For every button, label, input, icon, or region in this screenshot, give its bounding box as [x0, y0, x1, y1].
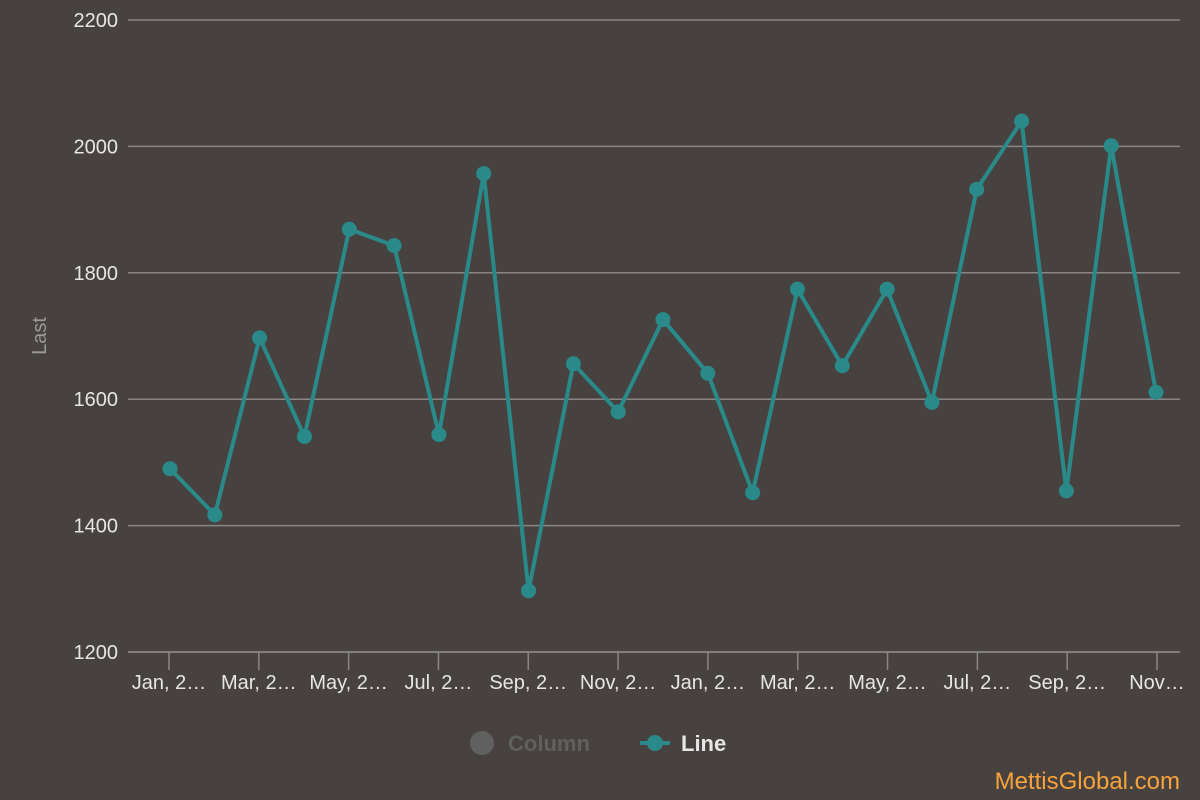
data-point[interactable]	[1014, 113, 1030, 129]
x-tick-label: Jan, 2…	[132, 672, 206, 694]
y-tick-label: 1800	[74, 263, 119, 285]
x-tick-label: Nov…	[1129, 672, 1185, 694]
legend: Column Line	[470, 731, 726, 756]
legend-line-label: Line	[681, 731, 726, 756]
x-tick-label: Jan, 2…	[671, 672, 745, 694]
x-tick-label: Mar, 2…	[221, 672, 297, 694]
data-point[interactable]	[476, 166, 492, 182]
y-axis: 1200 1400 1600 1800 2000 2200	[74, 10, 119, 664]
y-tick-label: 1200	[74, 642, 119, 664]
legend-column-marker	[470, 731, 494, 755]
data-point[interactable]	[1058, 483, 1074, 499]
y-tick-label: 2200	[74, 10, 119, 32]
x-tick-label: Jul, 2…	[405, 672, 473, 694]
data-point[interactable]	[834, 358, 850, 374]
x-tick-label: Nov, 2…	[580, 672, 656, 694]
data-point[interactable]	[207, 507, 223, 523]
series-layer	[162, 113, 1164, 599]
data-point[interactable]	[700, 365, 716, 381]
data-point[interactable]	[296, 428, 312, 444]
y-axis-title: Last	[29, 317, 51, 355]
data-point[interactable]	[431, 427, 447, 443]
data-point[interactable]	[789, 281, 805, 297]
credit-link[interactable]: MettisGlobal.com	[995, 768, 1180, 795]
legend-item-column[interactable]: Column	[470, 731, 590, 756]
y-tick-label: 1400	[74, 516, 119, 538]
data-point[interactable]	[341, 221, 357, 237]
data-point[interactable]	[521, 583, 537, 599]
data-point[interactable]	[162, 461, 178, 477]
x-tick-label: Jul, 2…	[943, 672, 1011, 694]
legend-column-label: Column	[508, 731, 590, 756]
data-point[interactable]	[924, 394, 940, 410]
data-point[interactable]	[386, 238, 402, 254]
data-point[interactable]	[252, 330, 268, 346]
y-tick-label: 2000	[74, 136, 119, 158]
data-point[interactable]	[745, 485, 761, 501]
series-line	[168, 119, 1158, 593]
y-tick-label: 1600	[74, 389, 119, 411]
x-tick-label: Mar, 2…	[760, 672, 836, 694]
x-tick-label: May, 2…	[848, 672, 927, 694]
data-point[interactable]	[565, 356, 581, 372]
x-tick-label: Sep, 2…	[489, 672, 567, 694]
data-point[interactable]	[1103, 138, 1119, 154]
data-point[interactable]	[610, 404, 626, 420]
x-axis: Jan, 2… Mar, 2… May, 2… Jul, 2… Sep, 2… Nov, …	[128, 651, 1185, 694]
data-point[interactable]	[969, 181, 985, 197]
legend-item-line[interactable]: Line	[640, 731, 726, 756]
data-point[interactable]	[1148, 384, 1164, 400]
x-tick-label: Sep, 2…	[1028, 672, 1106, 694]
legend-line-marker	[647, 735, 663, 751]
data-point[interactable]	[879, 281, 895, 297]
x-tick-label: May, 2…	[309, 672, 388, 694]
data-point[interactable]	[655, 312, 671, 328]
